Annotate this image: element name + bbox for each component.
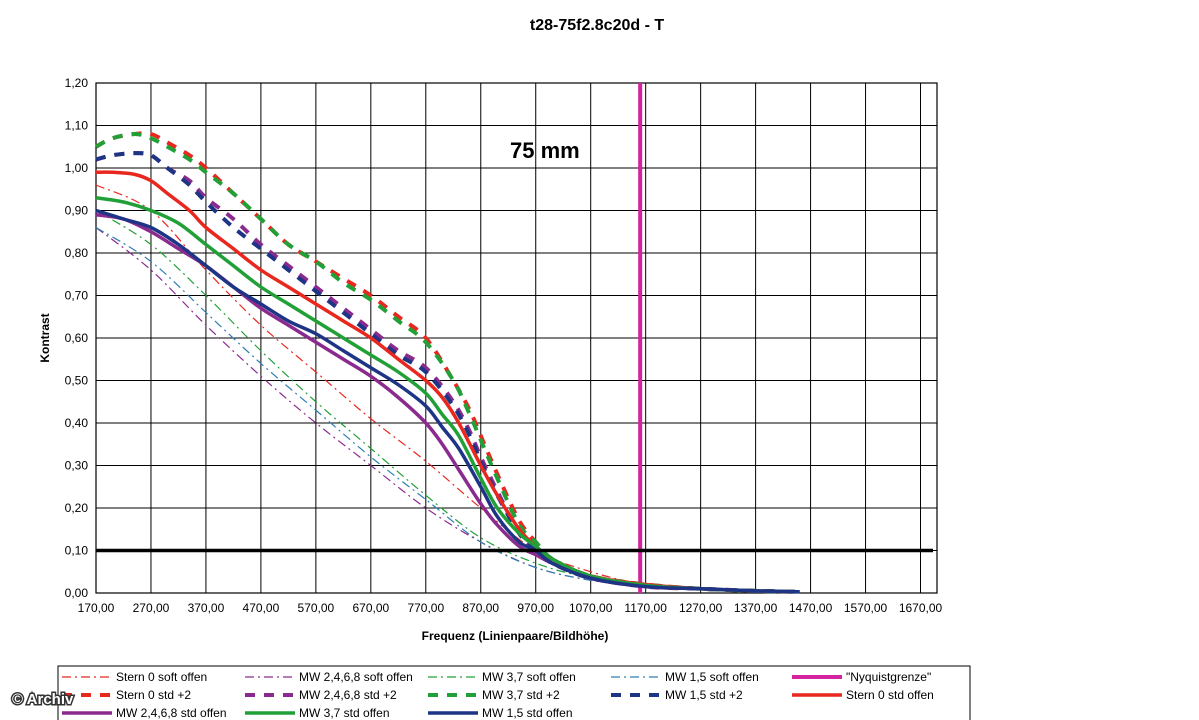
legend-label: Stern 0 std +2 [116, 688, 191, 702]
x-tick-label: 870,00 [462, 601, 499, 615]
x-tick-label: 270,00 [133, 601, 170, 615]
y-tick-label: 0,00 [65, 586, 89, 600]
legend: Stern 0 soft offen MW 2,4,6,8 soft offen M… [57, 665, 971, 720]
x-tick-label: 370,00 [188, 601, 225, 615]
x-tick-label: 1070,00 [569, 601, 613, 615]
series-line-mw-1-5-std-offen [95, 208, 800, 594]
y-tick-label: 0,70 [65, 289, 89, 303]
x-tick-label: 1270,00 [679, 601, 723, 615]
x-tick-label: 1170,00 [624, 601, 667, 615]
x-tick-label: 170,00 [78, 601, 115, 615]
x-axis-title: Frequenz (Linienpaare/Bildhöhe) [422, 629, 609, 643]
x-tick-label: 970,00 [517, 601, 554, 615]
legend-label: MW 2,4,6,8 std offen [116, 706, 227, 720]
legend-label: Stern 0 std offen [846, 688, 934, 702]
series-line-mw-1-5-soft-offen [95, 226, 800, 593]
legend-label: MW 2,4,6,8 soft offen [299, 670, 413, 684]
chart-title: t28-75f2.8c20d - T [530, 17, 665, 34]
y-tick-label: 0,30 [65, 459, 89, 473]
series-line-stern-0-soft-offen [95, 184, 800, 593]
x-tick-label: 1470,00 [789, 601, 833, 615]
y-tick-label: 1,20 [65, 76, 89, 90]
legend-label: "Nyquistgrenze" [846, 670, 931, 684]
series-line-mw-3-7-std-2 [95, 132, 800, 594]
legend-label: MW 3,7 soft offen [482, 670, 576, 684]
legend-label: MW 3,7 std +2 [482, 688, 560, 702]
y-tick-label: 1,10 [65, 119, 89, 133]
y-tick-labels: 0,00 0,10 0,20 0,30 0,40 0,50 0,60 0,70 0,80 0,90… [65, 76, 89, 600]
watermark: © Archiv [11, 690, 76, 710]
x-tick-label: 470,00 [243, 601, 280, 615]
legend-label: MW 1,5 soft offen [665, 670, 759, 684]
y-axis-title: Kontrast [38, 313, 52, 362]
series-layer [95, 83, 800, 594]
x-tick-label: 670,00 [352, 601, 389, 615]
x-tick-label: 570,00 [298, 601, 335, 615]
legend-label: Stern 0 soft offen [116, 670, 207, 684]
watermark-text: © Archiv [12, 691, 74, 708]
x-tick-label: 1370,00 [734, 601, 778, 615]
legend-label: MW 2,4,6,8 std +2 [299, 688, 397, 702]
legend-label: MW 3,7 std offen [299, 706, 390, 720]
y-tick-label: 0,40 [65, 416, 89, 430]
x-tick-label: 1570,00 [844, 601, 888, 615]
y-tick-label: 0,50 [65, 374, 89, 388]
series-line-mw-3-7-std-offen [95, 196, 800, 594]
legend-label: MW 1,5 std offen [482, 706, 573, 720]
x-tick-labels: 170,00 270,00 370,00 470,00 570,00 670,00 770,… [78, 601, 943, 615]
focal-length-annotation: 75 mm [510, 138, 580, 163]
y-tick-label: 1,00 [65, 161, 89, 175]
y-tick-label: 0,80 [65, 246, 89, 260]
grid-lines [95, 82, 938, 594]
y-tick-label: 0,10 [65, 544, 89, 558]
y-tick-label: 0,20 [65, 501, 89, 515]
x-tick-label: 1670,00 [899, 601, 943, 615]
series-line-mw-2-4-6-8-soft-offen [95, 227, 800, 593]
x-tick-label: 770,00 [407, 601, 444, 615]
y-tick-label: 0,60 [65, 331, 89, 345]
y-tick-label: 0,90 [65, 204, 89, 218]
legend-label: MW 1,5 std +2 [665, 688, 743, 702]
